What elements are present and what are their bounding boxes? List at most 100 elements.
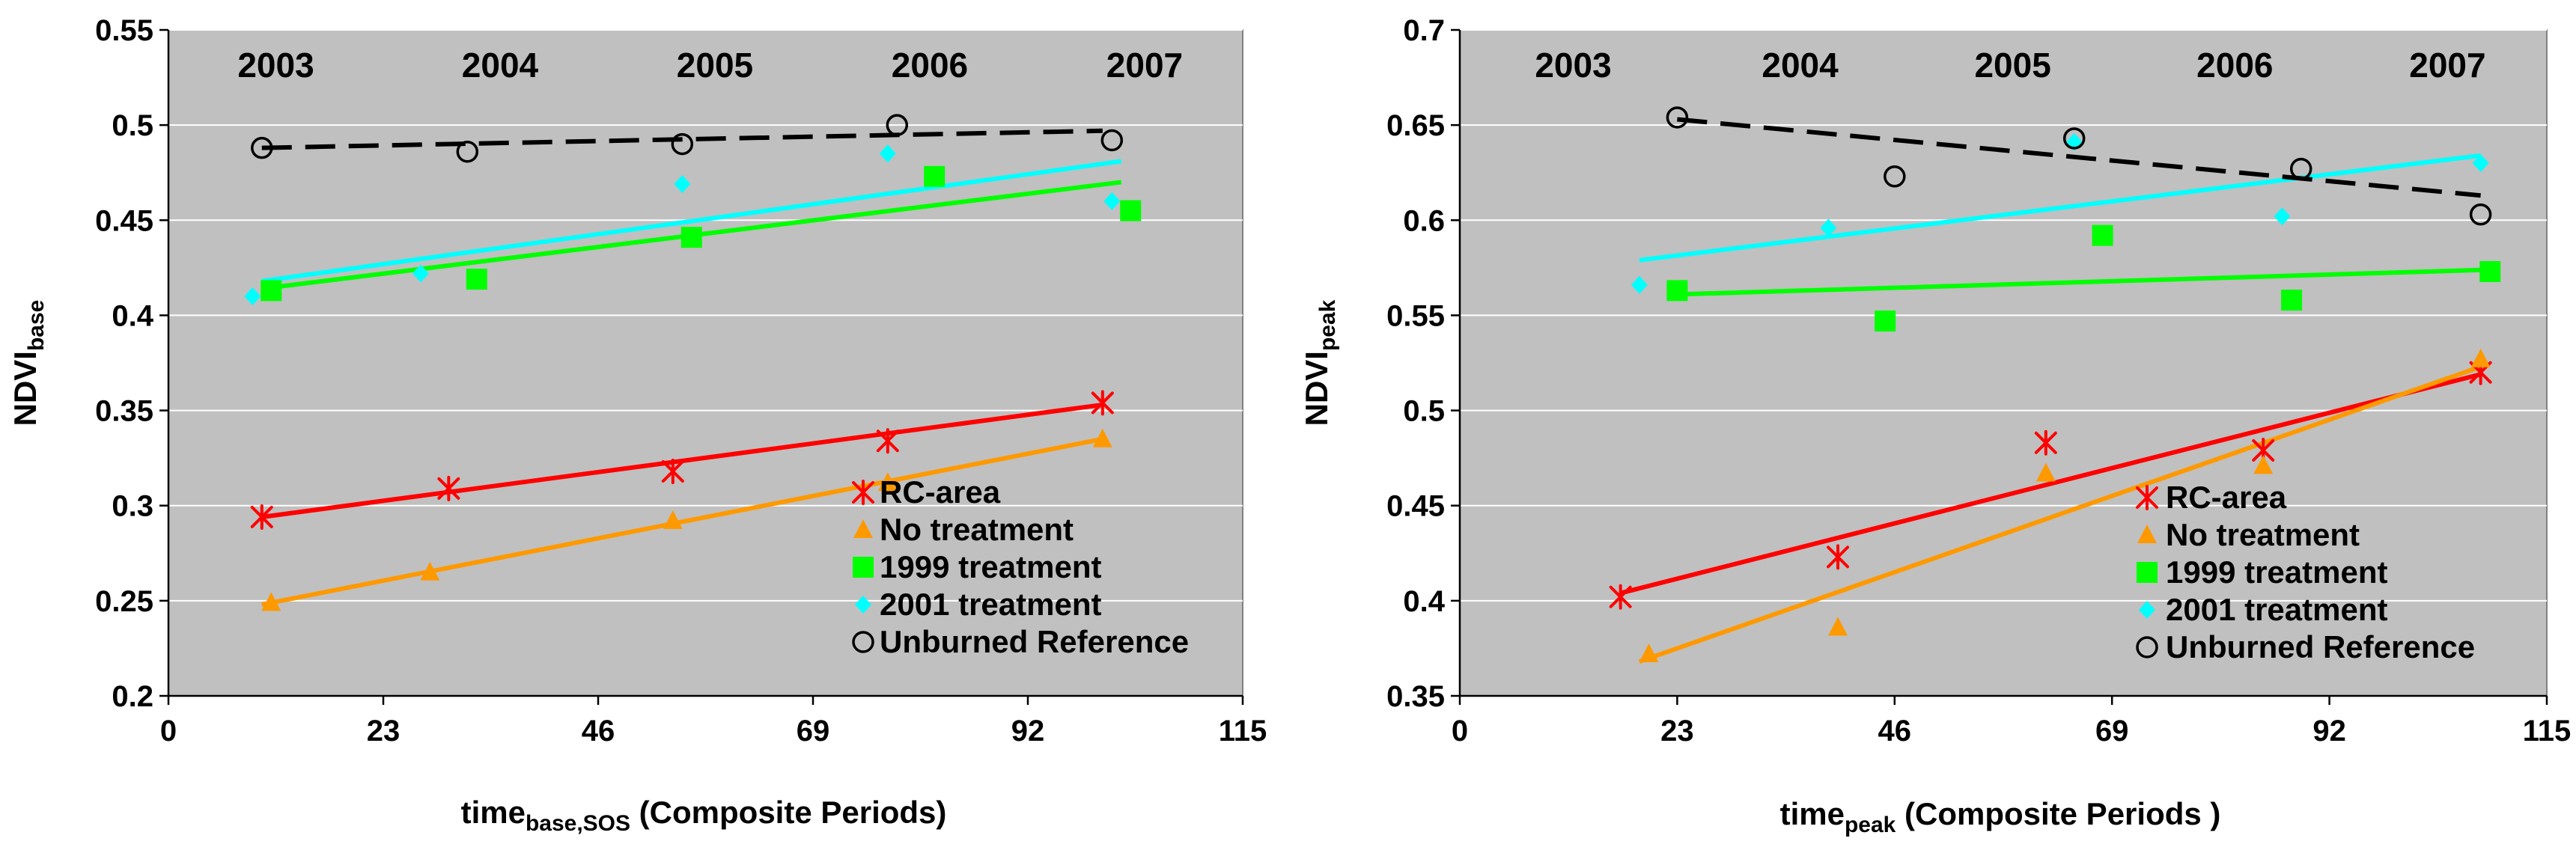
data-point (924, 165, 946, 187)
data-point (671, 132, 694, 156)
series-no-treatment (261, 428, 1112, 611)
trend-line (261, 436, 1103, 607)
x-axis-label-sub: peak (1845, 813, 1896, 837)
x-tick-label: 23 (367, 715, 401, 748)
year-label: 2007 (1106, 46, 1183, 85)
data-point (1100, 129, 1124, 152)
series-no-treatment (1639, 348, 2491, 663)
x-tick-label: 23 (1660, 715, 1694, 748)
data-point (1820, 218, 1837, 237)
x-axis-label-main: time (461, 795, 526, 830)
x-tick-label: 115 (2523, 715, 2572, 748)
data-point (876, 428, 899, 454)
y-tick-label: 0.6 (1403, 204, 1445, 237)
trend-line (261, 159, 1122, 284)
data-point (680, 227, 702, 248)
y-tick-label: 0.35 (95, 395, 153, 428)
x-axis-label-rest: (Composite Periods) (630, 795, 946, 830)
data-point (420, 561, 440, 581)
series-unburned-reference (1666, 106, 2492, 226)
data-point (1103, 192, 1121, 210)
data-point (1609, 584, 1632, 610)
legend-key (852, 631, 874, 653)
series-2001-treatment (244, 144, 1121, 305)
data-point (2289, 157, 2312, 180)
legend-label: No treatment (2166, 517, 2360, 552)
x-axis-label: timebase,SOS (Composite Periods) (461, 795, 947, 836)
data-point (1875, 311, 1896, 332)
trend-line (1619, 372, 2482, 596)
trend-line (1638, 364, 2482, 664)
legend-label: 2001 treatment (2166, 592, 2387, 627)
data-point (2062, 127, 2086, 150)
series-2001-treatment (1630, 133, 2489, 294)
year-label: 2005 (677, 46, 753, 85)
data-point (2035, 462, 2056, 482)
data-point (261, 592, 281, 611)
legend-key (2137, 525, 2157, 543)
data-point (251, 136, 273, 159)
legend-label: 1999 treatment (2166, 554, 2387, 590)
data-point (1639, 643, 1659, 663)
y-axis-label-sub: base (24, 300, 49, 351)
trend-line (261, 128, 1103, 150)
legend-key (2137, 562, 2158, 583)
y-tick-label: 0.65 (1386, 109, 1445, 142)
x-axis-label: timepeak (Composite Periods ) (1780, 796, 2221, 837)
data-point (1666, 280, 1688, 302)
legend-label: Unburned Reference (880, 624, 1189, 659)
y-tick-label: 0.3 (112, 490, 153, 523)
x-axis-label-rest: (Composite Periods ) (1896, 796, 2220, 831)
series-unburned-reference (251, 114, 1124, 163)
data-point (456, 140, 479, 163)
y-axis-label-main: NDVI (7, 351, 43, 426)
data-point (2274, 207, 2291, 226)
trend-line (1677, 267, 2491, 297)
data-point (2281, 290, 2303, 311)
x-tick-label: 69 (797, 715, 830, 748)
data-point (879, 144, 896, 163)
x-tick-label: 115 (1219, 715, 1267, 748)
trend-line (1639, 153, 2481, 263)
y-tick-label: 0.5 (1403, 395, 1445, 428)
x-axis-label-main: time (1780, 796, 1845, 831)
y-tick-label: 0.55 (95, 14, 153, 47)
x-tick-label: 92 (1011, 715, 1045, 748)
legend-key (853, 557, 874, 578)
data-point (674, 174, 691, 193)
data-point (886, 114, 909, 136)
data-point (1884, 165, 1906, 188)
data-point (2469, 203, 2492, 226)
year-label: 2003 (237, 46, 314, 85)
y-tick-label: 0.45 (1386, 490, 1445, 523)
y-tick-label: 0.55 (1386, 299, 1445, 332)
y-tick-label: 0.35 (1386, 680, 1445, 713)
legend-label: 2001 treatment (880, 587, 1101, 622)
year-label: 2005 (1974, 46, 2050, 85)
year-label: 2004 (1762, 46, 1839, 85)
x-tick-label: 92 (2312, 715, 2346, 748)
y-axis-label-main: NDVI (1299, 351, 1334, 426)
data-point (2479, 260, 2501, 282)
trend-line (1677, 117, 2481, 198)
data-point (2253, 455, 2274, 474)
data-point (2092, 224, 2113, 246)
series-rc-area (250, 390, 1114, 530)
series-1999-treatment (261, 165, 1142, 302)
data-point (661, 458, 684, 484)
data-point (663, 510, 683, 530)
year-label: 2003 (1535, 46, 1611, 85)
data-point (2034, 429, 2057, 456)
chart-peak: 0.35 0.4 0.45 0.5 0.55 0.6 0.65 0.7 0 23 46 69 92 115… (1299, 14, 2571, 837)
y-tick-label: 0.45 (95, 204, 153, 237)
data-point (1630, 275, 1648, 294)
year-label: 2007 (2409, 46, 2485, 85)
x-axis-label-sub: base,SOS (526, 811, 630, 836)
y-tick-label: 0.25 (95, 585, 153, 618)
legend-key (2139, 601, 2155, 619)
data-point (1092, 428, 1112, 447)
legend-label: RC-area (880, 474, 1001, 510)
x-tick-label: 0 (1452, 715, 1468, 748)
